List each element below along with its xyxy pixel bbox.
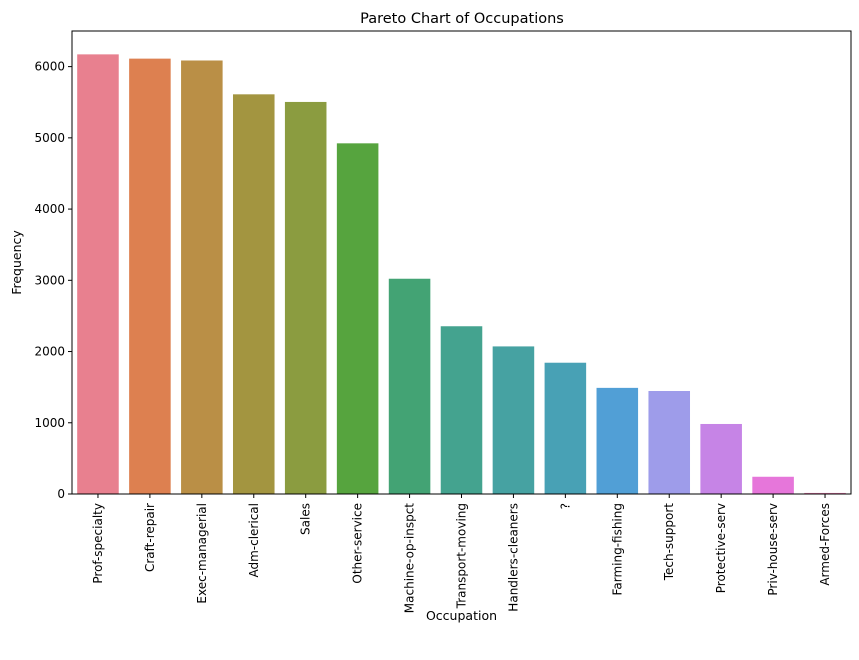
x-tick-label: Tech-support	[662, 503, 676, 582]
x-tick-label: Handlers-cleaners	[506, 503, 520, 612]
bar-8	[440, 326, 483, 494]
x-tick-label: Transport-moving	[455, 503, 469, 609]
x-tick-label: Sales	[299, 503, 313, 535]
bar-7	[388, 278, 431, 494]
x-tick-label: Protective-serv	[714, 503, 728, 593]
bar-13	[700, 423, 742, 494]
y-axis-title: Frequency	[9, 230, 24, 295]
x-tick-label: Priv-house-serv	[766, 503, 780, 596]
bar-11	[596, 387, 639, 494]
y-tick-label: 5000	[34, 131, 65, 145]
bar-10	[544, 362, 587, 494]
x-axis: Prof-specialty Craft-repair Exec-manageria…	[91, 494, 832, 613]
y-axis: 0 1000 2000 3000 4000 5000 6000	[34, 60, 72, 501]
x-tick-label: Adm-clerical	[247, 503, 261, 578]
bar-12	[648, 391, 691, 494]
y-tick-label: 4000	[34, 202, 65, 216]
y-tick-label: 3000	[34, 273, 65, 287]
y-tick-label: 1000	[34, 416, 65, 430]
y-tick-label: 0	[57, 487, 65, 501]
x-tick-label: Machine-op-inspct	[403, 503, 417, 613]
plot-frame	[71, 30, 852, 495]
bar-14	[752, 476, 794, 494]
bar-3	[181, 60, 223, 495]
x-axis-title: Occupation	[426, 608, 497, 623]
y-tick-label: 2000	[34, 345, 65, 359]
x-tick-label: Farming-fishing	[610, 503, 624, 595]
bar-6	[336, 143, 379, 494]
x-tick-label: Craft-repair	[143, 503, 157, 572]
x-tick-label: Prof-specialty	[91, 503, 105, 584]
bar-15	[804, 492, 846, 494]
bar-9	[492, 346, 535, 494]
bar-5	[284, 101, 327, 494]
y-tick-label: 6000	[34, 60, 65, 74]
bars-layer	[77, 54, 846, 495]
x-tick-label: Other-service	[351, 503, 365, 584]
x-tick-label: Armed-Forces	[818, 503, 832, 586]
x-tick-label: Exec-managerial	[195, 503, 209, 604]
chart-title: Pareto Chart of Occupations	[360, 11, 564, 27]
bar-4	[232, 94, 275, 494]
x-tick-label: ?	[558, 503, 572, 509]
bar-2	[129, 58, 171, 494]
bar-1	[77, 54, 119, 494]
